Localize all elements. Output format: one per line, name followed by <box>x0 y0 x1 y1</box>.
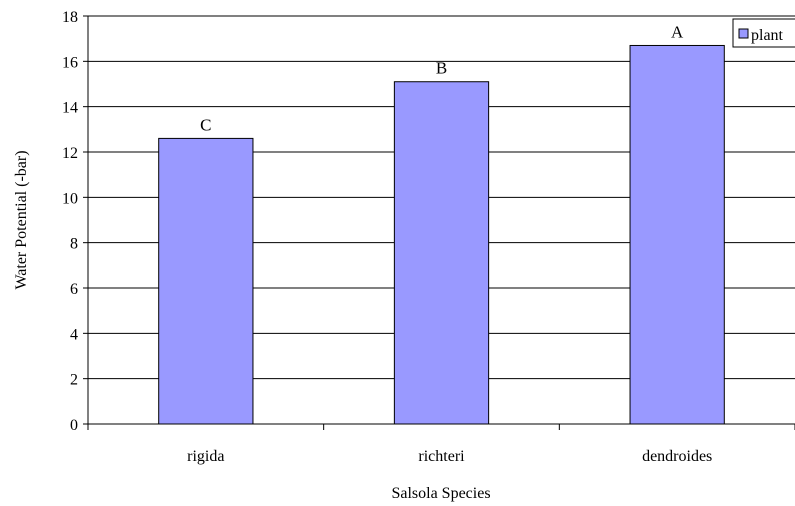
legend-swatch <box>738 28 749 39</box>
axes <box>83 15 795 430</box>
y-tick-label: 16 <box>62 54 78 71</box>
x-axis-title: Salsola Species <box>391 485 490 502</box>
x-category-label: rigida <box>187 448 224 465</box>
y-tick-label: 2 <box>70 372 78 389</box>
x-category-label: dendroides <box>642 448 712 465</box>
y-tick-label: 12 <box>62 145 78 162</box>
legend: plant <box>732 18 795 48</box>
bar-data-labels: C B A <box>200 22 684 134</box>
legend-label: plant <box>751 27 784 44</box>
x-category-labels: rigida richteri dendroides <box>187 448 712 465</box>
y-tick-label: 6 <box>70 281 78 298</box>
y-axis-title: Water Potential (-bar) <box>13 150 30 289</box>
bar-data-label: C <box>200 115 211 134</box>
y-tick-label: 4 <box>70 326 78 343</box>
y-tick-label: 18 <box>62 9 78 26</box>
y-tick-label: 0 <box>70 417 78 434</box>
bar-data-label: B <box>436 59 447 78</box>
bar-dendroides <box>629 44 725 425</box>
bar-richteri <box>393 81 490 425</box>
x-category-label: richteri <box>418 448 465 465</box>
y-tick-label: 10 <box>62 190 78 207</box>
bar-rigida <box>158 137 254 425</box>
bar-data-label: A <box>671 22 684 41</box>
y-tick-labels: 0 2 4 6 8 10 12 14 16 18 <box>62 9 78 434</box>
bars <box>158 44 725 425</box>
y-tick-label: 14 <box>62 100 78 117</box>
y-tick-label: 8 <box>70 236 78 253</box>
